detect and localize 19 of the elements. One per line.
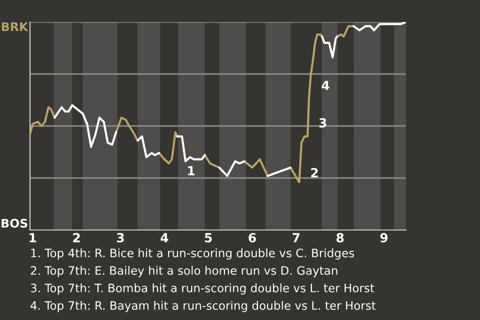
text: BOS [2, 218, 28, 228]
x-tick-label: 7 [292, 233, 300, 242]
x-tick-label: 1 [30, 233, 36, 242]
text: 2. Top 7th: E. Bailey hit a solo home run vs D. Gaytan [30, 266, 338, 278]
annotation: 4 [322, 80, 330, 90]
x-tick-label: 3 [116, 233, 124, 242]
x-tick-label: 8 [336, 233, 344, 242]
annotation: 2 [311, 168, 318, 178]
x-tick-label: 5 [204, 233, 212, 242]
annotation: 1 [188, 166, 195, 176]
text: 4. Top 7th: R. Bayam hit a run-scoring double vs L. ter Horst [30, 300, 376, 312]
text: 1. Top 4th: R. Bice hit a run-scoring double vs C. Bridges [31, 248, 354, 260]
annotation: 3 [319, 118, 326, 128]
x-tick-label: 6 [248, 233, 256, 242]
x-tick-label: 2 [73, 233, 80, 242]
x-tick-label: 9 [380, 233, 388, 242]
x-tick-label: 4 [160, 233, 168, 242]
text: BRK [2, 22, 28, 31]
text: 3. Top 7th: T. Bomba hit a run-scoring double vs L. ter Horst [30, 283, 374, 295]
